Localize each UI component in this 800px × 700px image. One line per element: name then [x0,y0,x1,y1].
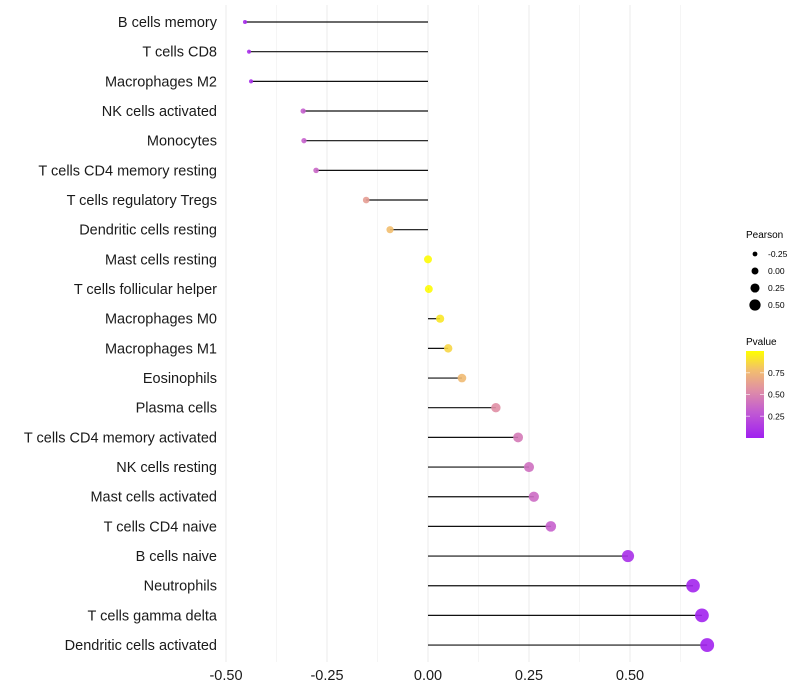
category-label: Macrophages M2 [105,74,217,90]
x-tick-label: -0.50 [209,668,242,684]
point [545,521,557,532]
point [362,196,370,204]
x-tick-label: 0.00 [414,668,442,684]
point [386,226,394,234]
category-label: Monocytes [147,134,217,150]
category-label: Macrophages M0 [105,312,217,328]
category-label: Eosinophils [143,371,217,387]
category-label: B cells naive [136,549,217,565]
category-label: T cells regulatory Tregs [67,193,217,209]
category-label: B cells memory [118,15,218,31]
category-label: NK cells activated [102,104,217,120]
point [523,461,535,473]
size-legend-label: 0.00 [768,266,785,276]
x-axis-labels: -0.50 -0.25 0.00 0.25 0.50 [209,668,644,684]
color-legend-label: 0.25 [768,411,785,421]
point [313,167,319,174]
category-label: T cells follicular helper [74,282,217,298]
color-legend-title: Pvalue [746,337,777,348]
point [695,608,709,623]
point [513,432,524,443]
point [621,549,635,563]
size-legend-label: 0.50 [768,300,785,310]
size-legend-key [751,267,759,275]
size-legend-label: 0.25 [768,283,785,293]
point [246,49,252,54]
category-label: NK cells resting [116,460,217,476]
category-label: T cells CD4 memory resting [38,163,217,179]
legend: Pearson -0.25 0.00 0.25 0.50 Pvalue 0.75 0.5… [746,230,788,438]
category-label: T cells CD8 [142,45,217,61]
point [444,344,453,353]
y-axis-labels: B cells memory T cells CD8 Macrophages M2 N… [24,15,218,654]
color-legend-label: 0.75 [768,368,785,378]
color-legend-label: 0.50 [768,390,785,400]
point [242,19,248,25]
point [700,638,715,653]
point [528,491,539,502]
point [686,578,700,593]
category-label: Mast cells activated [90,490,217,506]
point [424,255,432,264]
category-label: T cells gamma delta [88,608,218,624]
x-tick-label: 0.50 [616,668,644,684]
category-label: Mast cells resting [105,252,217,268]
stems [244,21,708,646]
point [436,314,445,323]
category-label: T cells CD4 memory activated [24,430,217,446]
x-tick-label: -0.25 [310,668,343,684]
size-legend-key [749,299,761,311]
x-tick-label: 0.25 [515,668,543,684]
category-label: Plasma cells [136,401,217,417]
points [242,19,715,653]
size-legend: -0.25 0.00 0.25 0.50 [749,249,788,311]
size-legend-label: -0.25 [768,249,788,259]
grid [225,5,681,662]
point [301,138,307,144]
size-legend-key [752,251,758,257]
point [300,108,306,114]
color-bar [746,351,764,438]
category-label: Macrophages M1 [105,341,217,357]
color-legend: 0.75 0.50 0.25 [746,368,785,421]
point [424,285,433,294]
category-label: Neutrophils [144,579,217,595]
point [248,79,254,84]
category-label: T cells CD4 naive [104,519,217,535]
category-label: Dendritic cells resting [79,223,217,239]
size-legend-key [750,283,760,293]
category-label: Dendritic cells activated [65,638,217,654]
point [457,373,467,383]
point [491,403,501,413]
size-legend-title: Pearson [746,230,783,241]
